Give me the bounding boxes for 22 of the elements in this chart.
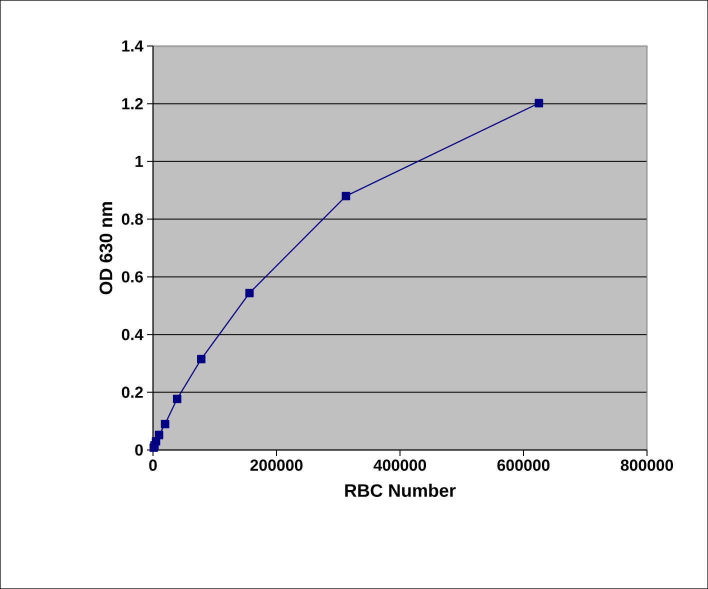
x-tick-label: 0 xyxy=(149,460,157,471)
y-tick-label: 0 xyxy=(135,444,143,456)
y-axis-title: OD 630 nm xyxy=(100,202,112,294)
y-tick-label: 0.8 xyxy=(122,213,143,225)
point xyxy=(197,354,206,364)
x-tick-label: 400000 xyxy=(374,460,426,471)
x-axis-title: RBC Number xyxy=(345,484,456,497)
point xyxy=(172,394,182,404)
y-tick-label: 0.6 xyxy=(122,271,143,283)
y-tick-label: 0.4 xyxy=(122,328,144,340)
point xyxy=(160,420,170,428)
y-tick-label: 1 xyxy=(136,156,144,167)
point xyxy=(534,98,544,108)
point xyxy=(154,430,164,440)
x-tick-label: 600000 xyxy=(497,460,550,471)
point xyxy=(342,192,350,200)
point xyxy=(245,288,254,298)
y-tick-label: 1.4 xyxy=(122,40,144,52)
x-tick-label: 800000 xyxy=(620,460,674,471)
x-tick-label: 200000 xyxy=(250,460,303,471)
y-tick-label: 1.2 xyxy=(122,98,143,110)
y-tick-label: 0.2 xyxy=(122,386,143,398)
